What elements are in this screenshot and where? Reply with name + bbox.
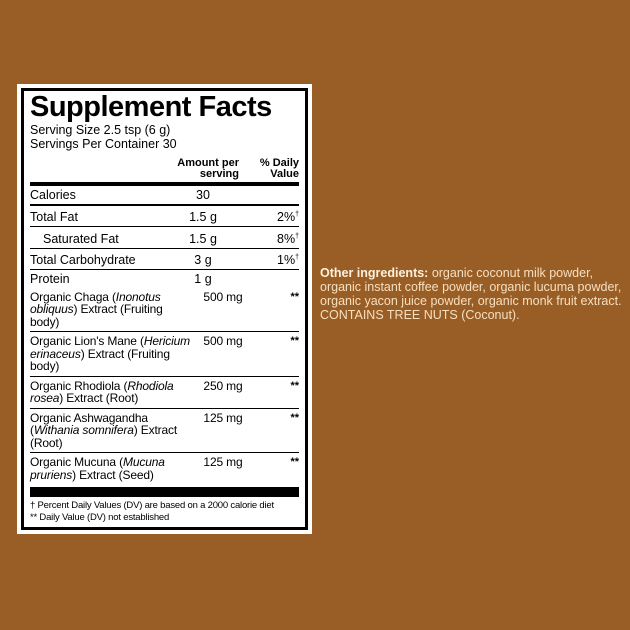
footnote-daily-values: † Percent Daily Values (DV) are based on… bbox=[30, 500, 274, 512]
dv-mark: † bbox=[295, 254, 299, 262]
table-row-total-fat: Total Fat 1.5 g 2%† bbox=[30, 203, 299, 227]
botanical-dv: ** bbox=[290, 290, 299, 303]
botanical-name-latin: Inonotus obliquus bbox=[30, 289, 161, 317]
botanical-amount: 500 mg bbox=[203, 289, 243, 304]
nutrient-name: Protein bbox=[30, 271, 70, 286]
botanical-name-latin: Withania somnifera bbox=[33, 423, 134, 438]
other-ingredients-paragraph: Other ingredients: organic coconut milk … bbox=[320, 266, 626, 308]
botanical-dv: ** bbox=[290, 411, 299, 424]
botanical-name-post: ) Extract (Fruiting body) bbox=[30, 302, 163, 329]
botanical-name: Organic Rhodiola (Rhodiola rosea) Extrac… bbox=[30, 380, 192, 405]
column-header-row: Amount per serving % Daily Value bbox=[30, 155, 299, 186]
serving-size: Serving Size 2.5 tsp (6 g) bbox=[30, 123, 171, 137]
amount-per-serving-header: Amount per serving bbox=[167, 158, 239, 180]
nutrient-amount: 30 bbox=[196, 187, 210, 202]
table-row-rhodiola: Organic Rhodiola (Rhodiola rosea) Extrac… bbox=[30, 375, 299, 408]
daily-value-header: % Daily Value bbox=[247, 158, 299, 180]
dv-header-line1: % Daily bbox=[259, 157, 299, 169]
nutrient-name: Total Carbohydrate bbox=[30, 253, 136, 268]
dv-value: 8% bbox=[277, 231, 296, 246]
supplement-facts-title: Supplement Facts bbox=[30, 91, 272, 123]
other-ingredients-lead: Other ingredients: bbox=[320, 266, 429, 280]
servings-per-container: Servings Per Container 30 bbox=[30, 137, 177, 151]
nutrient-name: Saturated Fat bbox=[43, 231, 119, 246]
botanical-name: Organic Ashwagandha (Withania somnifera)… bbox=[30, 412, 192, 450]
botanical-name-latin: Rhodiola rosea bbox=[30, 378, 174, 406]
divider-thick-bottom bbox=[30, 487, 299, 498]
nutrient-amount: 1.5 g bbox=[189, 231, 217, 246]
nutrient-dv: 1%† bbox=[247, 251, 299, 267]
contains-tree-nuts-line: CONTAINS TREE NUTS (Coconut). bbox=[320, 308, 520, 322]
botanical-name-pre: Organic Mucuna ( bbox=[30, 455, 123, 470]
botanical-name-pre: Organic Rhodiola ( bbox=[30, 378, 128, 393]
nutrient-dv: 2%† bbox=[247, 208, 299, 224]
nutrient-name: Total Fat bbox=[30, 210, 78, 225]
botanical-name-post: ) Extract (Seed) bbox=[72, 467, 154, 482]
other-ingredients-body: organic coconut milk powder, organic ins… bbox=[320, 266, 622, 308]
botanical-amount: 250 mg bbox=[203, 378, 243, 393]
dv-mark: † bbox=[295, 232, 299, 240]
footnotes: † Percent Daily Values (DV) are based on… bbox=[30, 484, 299, 524]
botanical-name-post: ) Extract (Root) bbox=[30, 423, 178, 450]
dv-value: 1% bbox=[277, 253, 296, 268]
table-row-lions-mane: Organic Lion's Mane (Hericium erinaceus)… bbox=[30, 331, 299, 376]
amount-header-line1: Amount per bbox=[177, 157, 239, 169]
botanical-name-pre: Organic Ashwagandha ( bbox=[30, 410, 148, 438]
amount-header-line2: serving bbox=[199, 168, 239, 180]
nutrient-amount: 1.5 g bbox=[189, 210, 217, 225]
botanical-name-pre: Organic Lion's Mane ( bbox=[30, 334, 144, 349]
other-ingredients-block: Other ingredients: organic coconut milk … bbox=[320, 266, 626, 322]
botanical-name: Organic Mucuna (Mucuna pruriens) Extract… bbox=[30, 456, 192, 481]
nutrient-amount: 1 g bbox=[194, 271, 212, 286]
botanical-amount: 125 mg bbox=[203, 410, 243, 425]
dv-header-line2: Value bbox=[270, 168, 299, 180]
table-row-mucuna: Organic Mucuna (Mucuna pruriens) Extract… bbox=[30, 452, 299, 484]
supplement-facts-panel: Supplement Facts Serving Size 2.5 tsp (6… bbox=[17, 84, 312, 534]
botanical-name: Organic Chaga (Inonotus obliquus) Extrac… bbox=[30, 291, 192, 329]
table-row-saturated-fat: Saturated Fat 1.5 g 8%† bbox=[30, 226, 299, 248]
footnote-dv-not-established: ** Daily Value (DV) not established bbox=[30, 512, 170, 524]
botanical-dv: ** bbox=[290, 335, 299, 348]
botanical-name-post: ) Extract (Fruiting body) bbox=[30, 346, 170, 374]
dv-mark: † bbox=[295, 211, 299, 218]
dv-value: 2% bbox=[277, 210, 296, 225]
botanical-name-latin: Hericium erinaceus bbox=[30, 334, 191, 361]
botanical-name-latin: Mucuna pruriens bbox=[30, 455, 165, 482]
botanical-amount: 500 mg bbox=[203, 334, 243, 349]
table-row-chaga: Organic Chaga (Inonotus obliquus) Extrac… bbox=[30, 288, 299, 332]
botanical-dv: ** bbox=[290, 456, 299, 469]
table-row-calories: Calories 30 bbox=[30, 186, 299, 204]
botanical-name-pre: Organic Chaga ( bbox=[30, 289, 116, 304]
botanical-name-post: ) Extract (Root) bbox=[59, 391, 139, 406]
supplement-facts-box: Supplement Facts Serving Size 2.5 tsp (6… bbox=[21, 88, 308, 530]
nutrient-dv: 8%† bbox=[247, 230, 299, 246]
nutrient-name: Calories bbox=[30, 187, 76, 202]
table-row-total-carbohydrate: Total Carbohydrate 3 g 1%† bbox=[30, 247, 299, 270]
nutrient-amount: 3 g bbox=[194, 253, 212, 268]
botanical-dv: ** bbox=[290, 379, 299, 392]
table-row-ashwagandha: Organic Ashwagandha (Withania somnifera)… bbox=[30, 407, 299, 453]
botanical-name: Organic Lion's Mane (Hericium erinaceus)… bbox=[30, 335, 192, 373]
table-row-protein: Protein 1 g bbox=[30, 269, 299, 288]
botanical-amount: 125 mg bbox=[203, 455, 243, 470]
